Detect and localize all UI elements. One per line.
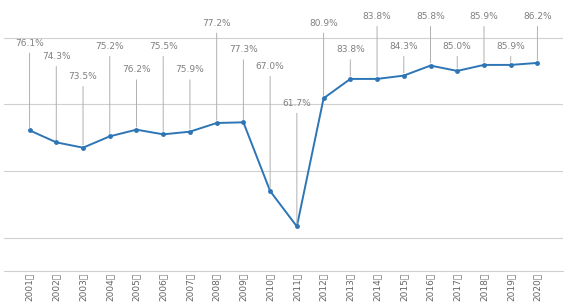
Text: 85.8%: 85.8%: [416, 12, 445, 63]
Text: 83.8%: 83.8%: [336, 45, 365, 76]
Text: 85.9%: 85.9%: [469, 12, 498, 62]
Text: 76.1%: 76.1%: [15, 38, 44, 127]
Text: 85.0%: 85.0%: [443, 42, 472, 68]
Text: 76.2%: 76.2%: [122, 65, 151, 127]
Text: 67.0%: 67.0%: [256, 62, 285, 188]
Text: 73.5%: 73.5%: [69, 72, 98, 145]
Text: 75.5%: 75.5%: [149, 42, 177, 131]
Text: 86.2%: 86.2%: [523, 12, 552, 60]
Text: 80.9%: 80.9%: [309, 19, 338, 95]
Text: 75.9%: 75.9%: [176, 65, 204, 129]
Text: 61.7%: 61.7%: [282, 99, 311, 224]
Text: 74.3%: 74.3%: [42, 52, 71, 140]
Text: 77.2%: 77.2%: [202, 19, 231, 120]
Text: 84.3%: 84.3%: [390, 42, 418, 73]
Text: 75.2%: 75.2%: [95, 42, 124, 134]
Text: 85.9%: 85.9%: [496, 42, 525, 62]
Text: 77.3%: 77.3%: [229, 45, 258, 120]
Text: 83.8%: 83.8%: [363, 12, 391, 76]
